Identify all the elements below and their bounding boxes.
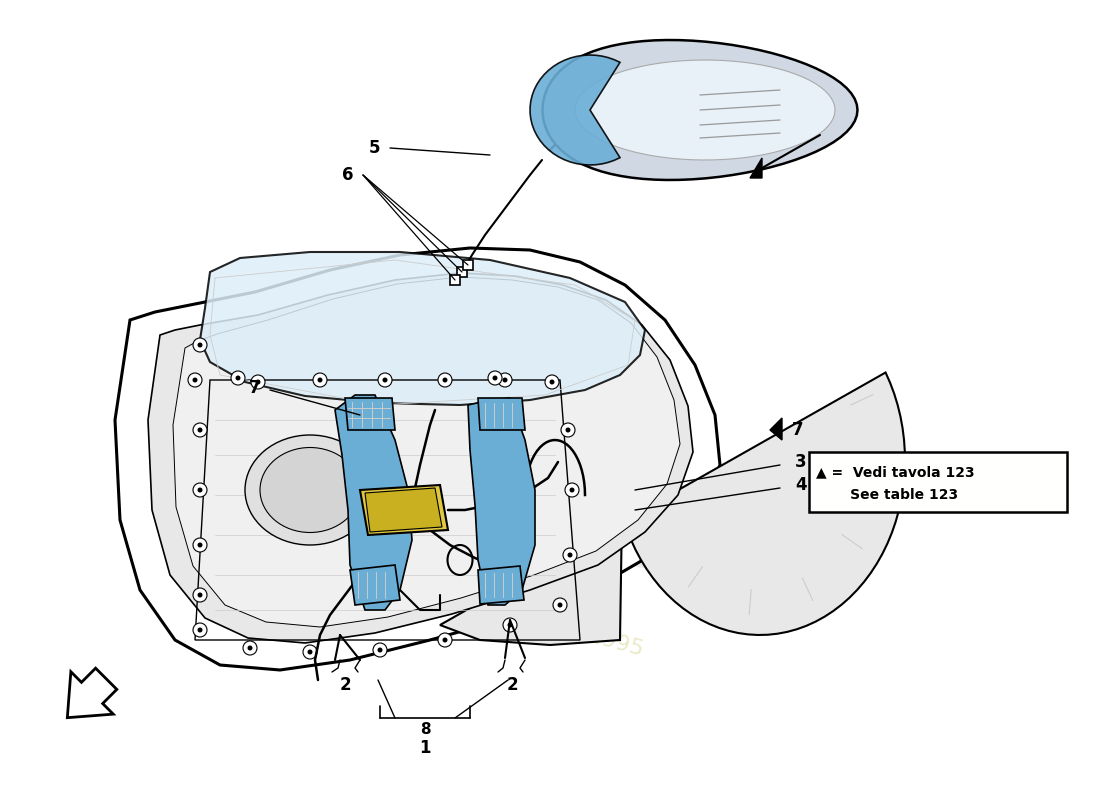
Circle shape [235,375,241,381]
Circle shape [438,373,452,387]
Polygon shape [365,488,442,532]
Text: 8: 8 [420,722,430,738]
Polygon shape [67,668,117,718]
Polygon shape [530,55,620,165]
Circle shape [507,622,513,627]
Circle shape [192,588,207,602]
Circle shape [488,371,502,385]
Text: 6: 6 [342,166,354,184]
Circle shape [568,553,572,558]
Circle shape [243,641,257,655]
Circle shape [503,618,517,632]
Circle shape [198,542,202,547]
Circle shape [442,638,448,642]
Polygon shape [336,395,412,610]
Circle shape [255,379,261,385]
Circle shape [192,338,207,352]
Circle shape [192,423,207,437]
Circle shape [318,378,322,382]
Circle shape [198,627,202,633]
Circle shape [198,342,202,347]
Circle shape [192,538,207,552]
Circle shape [251,375,265,389]
Polygon shape [770,418,782,440]
Text: 2: 2 [339,676,351,694]
Circle shape [188,373,202,387]
Text: 5: 5 [370,139,381,157]
Polygon shape [542,40,858,180]
Circle shape [558,602,562,607]
Circle shape [302,645,317,659]
Bar [450,275,460,285]
Circle shape [192,378,198,382]
FancyBboxPatch shape [808,452,1067,512]
Text: euro: euro [141,366,480,494]
Text: 7: 7 [792,421,804,439]
Polygon shape [116,248,720,670]
Polygon shape [173,277,680,627]
Circle shape [308,650,312,654]
Polygon shape [478,398,525,430]
Polygon shape [478,566,524,604]
Circle shape [493,375,497,381]
Circle shape [378,373,392,387]
Circle shape [192,483,207,497]
Circle shape [373,643,387,657]
Polygon shape [360,485,448,535]
Circle shape [248,646,253,650]
Text: 4: 4 [795,476,806,494]
Circle shape [565,427,571,433]
Circle shape [438,633,452,647]
Text: ▲ =  Vedi tavola 123: ▲ = Vedi tavola 123 [816,465,975,478]
Circle shape [553,598,566,612]
Circle shape [550,379,554,385]
Circle shape [503,378,507,382]
Bar [456,267,468,277]
Circle shape [198,487,202,493]
Text: 2: 2 [506,676,518,694]
Circle shape [383,378,387,382]
Ellipse shape [260,447,360,533]
Ellipse shape [245,435,375,545]
Circle shape [314,373,327,387]
Text: 7: 7 [250,379,261,397]
Circle shape [192,623,207,637]
Bar [463,260,473,270]
Circle shape [377,647,383,653]
Circle shape [498,373,512,387]
Polygon shape [440,373,905,645]
Polygon shape [750,158,762,178]
Text: a passion since 1995: a passion since 1995 [415,580,646,660]
Circle shape [231,371,245,385]
Text: See table 123: See table 123 [816,488,958,502]
Circle shape [565,483,579,497]
Circle shape [198,427,202,433]
Polygon shape [350,565,400,605]
Circle shape [561,423,575,437]
Circle shape [570,487,574,493]
Text: pares: pares [282,466,698,594]
Circle shape [198,593,202,598]
Polygon shape [345,398,395,430]
Circle shape [442,378,448,382]
Polygon shape [148,273,693,643]
Polygon shape [468,398,535,605]
Circle shape [563,548,578,562]
Polygon shape [200,252,645,405]
Text: 3: 3 [795,453,806,471]
Text: 1: 1 [419,739,431,757]
Polygon shape [575,60,835,160]
Circle shape [544,375,559,389]
